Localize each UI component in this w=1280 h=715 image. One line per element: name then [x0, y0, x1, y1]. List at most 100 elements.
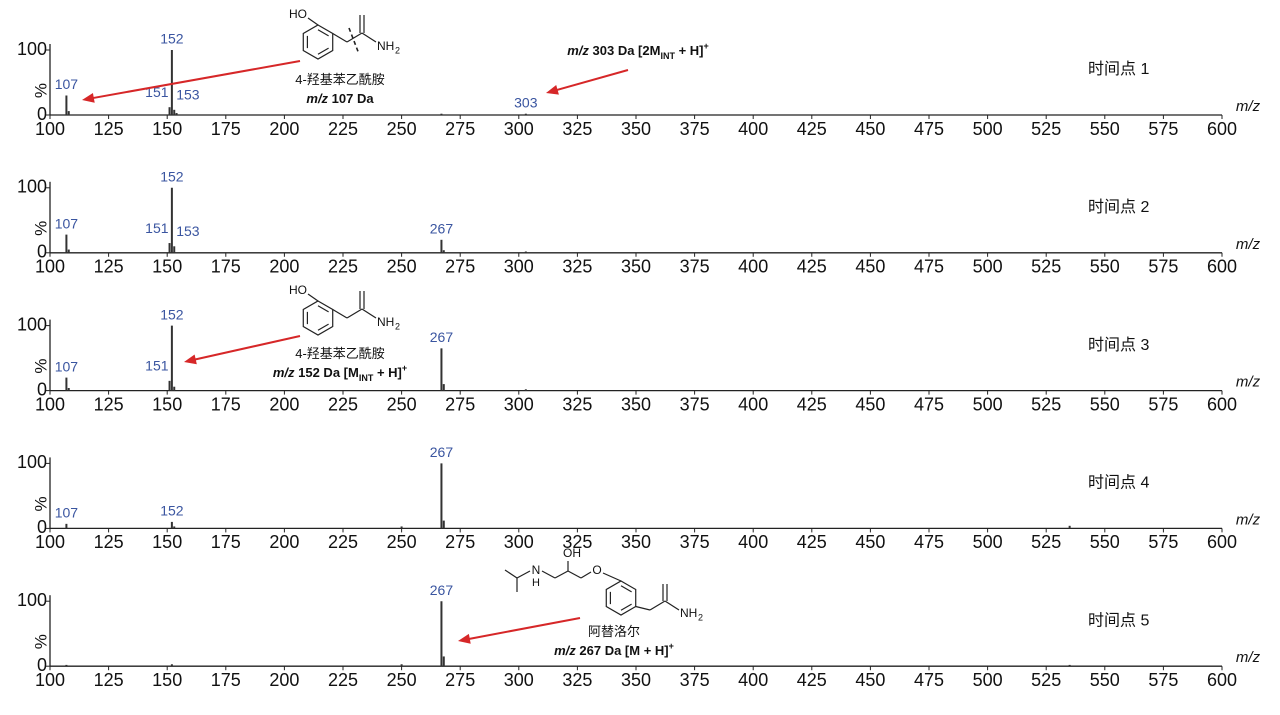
cleavage-mark — [348, 27, 360, 55]
x-axis-label: m/z — [1236, 98, 1261, 115]
x-tick-label: 350 — [621, 532, 651, 552]
x-tick-label: 600 — [1207, 394, 1237, 414]
x-tick-label: 200 — [269, 119, 299, 139]
x-tick-label: 500 — [973, 532, 1003, 552]
x-tick-label: 250 — [387, 532, 417, 552]
x-tick-label: 375 — [680, 670, 710, 690]
peak-label: 267 — [430, 444, 454, 460]
bond — [620, 603, 632, 611]
x-tick-label: 325 — [562, 394, 592, 414]
peak-label: 152 — [160, 169, 184, 185]
y-tick-label: 0 — [37, 104, 47, 124]
bond — [332, 308, 348, 319]
x-tick-label: 550 — [1090, 119, 1120, 139]
annotation-text: m/z 152 Da [MINT + H]+ — [273, 363, 407, 383]
peak-label: 153 — [176, 223, 200, 239]
x-tick-label: 100 — [35, 257, 65, 277]
x-axis-label: m/z — [1236, 374, 1261, 391]
atom-label: OH — [563, 546, 581, 560]
arrow-head — [458, 633, 471, 644]
x-tick-label: 225 — [328, 670, 358, 690]
annotation-segment: + H] — [675, 43, 704, 58]
atom-label: NH — [377, 39, 394, 53]
bond — [346, 308, 363, 319]
panel-title: 时间点 3 — [1088, 336, 1149, 354]
x-tick-label: 450 — [855, 119, 885, 139]
y-tick-label: 0 — [37, 379, 47, 399]
bond — [602, 572, 622, 582]
x-tick-label: 325 — [562, 119, 592, 139]
annotation-text: 阿替洛尔 — [588, 624, 640, 639]
bond — [664, 600, 680, 611]
x-tick-label: 350 — [621, 394, 651, 414]
x-tick-label: 250 — [387, 394, 417, 414]
bond — [332, 32, 348, 43]
x-tick-label: 150 — [152, 670, 182, 690]
bond — [516, 570, 531, 579]
x-tick-label: 575 — [1148, 532, 1178, 552]
bond — [635, 605, 651, 611]
x-tick-label: 575 — [1148, 257, 1178, 277]
x-tick-label: 125 — [94, 257, 124, 277]
arrow-line — [467, 617, 581, 641]
x-tick-label: 225 — [328, 532, 358, 552]
peak-label: 152 — [160, 306, 184, 322]
x-tick-label: 200 — [269, 394, 299, 414]
x-tick-label: 300 — [504, 670, 534, 690]
x-tick-label: 175 — [211, 119, 241, 139]
x-tick-label: 450 — [855, 257, 885, 277]
annotation-segment: m/z — [306, 91, 328, 106]
peak-label: 107 — [55, 358, 79, 374]
bond — [317, 29, 329, 37]
x-tick-label: 400 — [738, 394, 768, 414]
x-tick-label: 450 — [855, 394, 885, 414]
x-tick-label: 350 — [621, 119, 651, 139]
x-tick-label: 475 — [914, 532, 944, 552]
arrow-line — [91, 60, 301, 100]
x-tick-label: 350 — [621, 257, 651, 277]
x-tick-label: 525 — [1031, 532, 1061, 552]
x-tick-label: 575 — [1148, 670, 1178, 690]
atom-label: 2 — [395, 321, 400, 331]
annotation-segment: 4-羟基苯乙酰胺 — [295, 346, 385, 361]
x-tick-label: 525 — [1031, 394, 1061, 414]
x-tick-label: 375 — [680, 257, 710, 277]
bond — [346, 32, 363, 43]
x-tick-label: 225 — [328, 119, 358, 139]
arrow-head — [546, 84, 559, 95]
panel-title: 时间点 5 — [1088, 611, 1149, 629]
x-tick-label: 325 — [562, 257, 592, 277]
x-tick-label: 475 — [914, 257, 944, 277]
x-tick-label: 100 — [35, 394, 65, 414]
x-axis-label: m/z — [1236, 649, 1261, 666]
annotation-text: m/z 267 Da [M + H]+ — [554, 641, 674, 658]
x-tick-label: 400 — [738, 119, 768, 139]
annotation-text: 4-羟基苯乙酰胺 — [295, 72, 385, 87]
x-tick-label: 425 — [797, 394, 827, 414]
x-tick-label: 525 — [1031, 257, 1061, 277]
x-tick-label: 375 — [680, 532, 710, 552]
x-tick-label: 150 — [152, 532, 182, 552]
arrow-line — [554, 69, 629, 92]
bond — [307, 17, 319, 26]
atom-label: HO — [289, 283, 307, 297]
x-tick-label: 600 — [1207, 119, 1237, 139]
annotation-segment: 303 Da [2M — [589, 43, 661, 58]
arrow-head — [82, 92, 95, 103]
x-tick-label: 150 — [152, 257, 182, 277]
atom-label: 2 — [698, 612, 703, 622]
annotation-segment: INT — [359, 373, 374, 383]
x-tick-label: 175 — [211, 532, 241, 552]
x-tick-label: 575 — [1148, 394, 1178, 414]
x-tick-label: 500 — [973, 257, 1003, 277]
y-tick-label: 100 — [17, 39, 47, 59]
x-tick-label: 175 — [211, 394, 241, 414]
annotation-segment: INT — [660, 51, 675, 61]
x-axis-label: m/z — [1236, 511, 1261, 528]
peak-label: 267 — [430, 329, 454, 345]
x-tick-label: 550 — [1090, 670, 1120, 690]
x-tick-label: 325 — [562, 532, 592, 552]
x-tick-label: 150 — [152, 394, 182, 414]
bond — [649, 600, 666, 611]
x-tick-label: 425 — [797, 119, 827, 139]
